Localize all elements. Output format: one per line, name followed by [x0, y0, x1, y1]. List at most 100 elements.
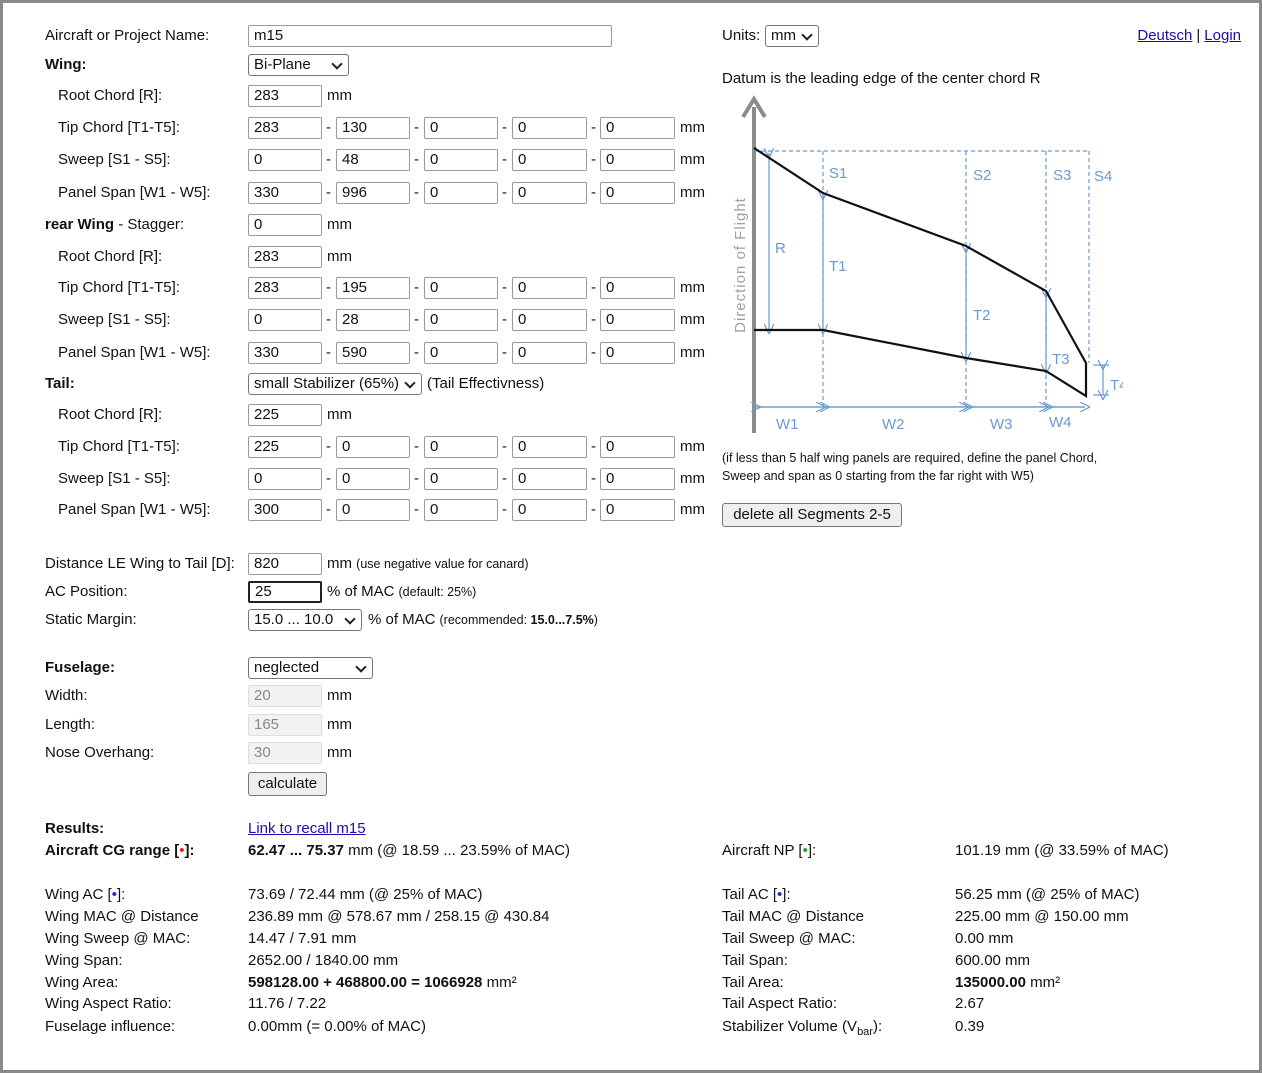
text: 15.0...7.5%	[530, 613, 594, 627]
value-input[interactable]: 330	[248, 182, 322, 204]
ac-input[interactable]: 25	[248, 581, 322, 603]
value-input[interactable]: 225	[248, 404, 322, 426]
value-input[interactable]: 195	[336, 277, 410, 299]
value-input[interactable]: 0	[600, 499, 675, 521]
tail-type-select[interactable]: small Stabilizer (65%)	[248, 373, 422, 395]
result-value: 225.00 mm @ 150.00 mm	[955, 906, 1129, 928]
value-input[interactable]: 300	[248, 499, 322, 521]
value-input[interactable]: 996	[336, 182, 410, 204]
calculate-button[interactable]: calculate	[248, 772, 327, 796]
tail-note: (Tail Effectivness)	[427, 375, 545, 392]
value-input[interactable]: 0	[600, 182, 675, 204]
flight-arrow-head	[741, 95, 767, 119]
value-input[interactable]: 0	[600, 117, 675, 139]
value-input[interactable]: 0	[512, 436, 587, 458]
value-input[interactable]: 0	[512, 468, 587, 490]
result-value: 600.00 mm	[955, 950, 1030, 972]
separator: -	[591, 151, 596, 168]
static-margin-select[interactable]: 15.0 ... 10.0	[248, 609, 362, 631]
name-label: Aircraft or Project Name:	[45, 27, 210, 44]
row-label: Tip Chord [T1-T5]:	[58, 279, 180, 296]
value-input[interactable]: 330	[248, 342, 322, 364]
link-login[interactable]: Login	[1204, 27, 1241, 44]
label-t3: T3	[1052, 351, 1070, 368]
link-deutsch[interactable]: Deutsch	[1137, 27, 1193, 44]
value-input[interactable]: 0	[336, 468, 410, 490]
recall-link[interactable]: Link to recall m15	[248, 820, 366, 837]
top-links: Deutsch | Login	[1137, 25, 1241, 47]
text: •	[777, 886, 783, 903]
text: Tail AC [	[722, 886, 778, 903]
text: 236.89 mm @ 578.67 mm / 258.15 @ 430.84	[248, 908, 550, 925]
separator: -	[502, 438, 507, 455]
result-label: Aircraft CG range [•]:	[45, 840, 194, 862]
value-input[interactable]: 0	[424, 436, 498, 458]
separator: -	[591, 438, 596, 455]
text: Tail Sweep @ MAC:	[722, 930, 856, 947]
value-input[interactable]: 0	[512, 342, 587, 364]
unit: mm	[680, 184, 705, 201]
value-input[interactable]: 0	[512, 277, 587, 299]
value-input[interactable]: 0	[336, 499, 410, 521]
value-input[interactable]: 0	[600, 342, 675, 364]
label-s1: S1	[829, 165, 847, 182]
value-input[interactable]: 0	[424, 117, 498, 139]
value-input[interactable]: 0	[248, 149, 322, 171]
row-label: Tip Chord [T1-T5]:	[58, 119, 180, 136]
separator: -	[591, 184, 596, 201]
units-select[interactable]: mm	[765, 25, 819, 47]
text: 2.67	[955, 995, 985, 1012]
value-input[interactable]: 0	[424, 499, 498, 521]
value-input[interactable]: 0	[600, 436, 675, 458]
value-input[interactable]: 0	[424, 182, 498, 204]
value-input[interactable]: 225	[248, 436, 322, 458]
text: ]:	[782, 886, 791, 903]
value-input[interactable]: 0	[600, 309, 675, 331]
result-label: Tail Aspect Ratio:	[722, 993, 837, 1015]
value-input[interactable]: 0	[512, 117, 587, 139]
text: )	[593, 613, 598, 627]
fuselage-row-label: Width:	[45, 687, 88, 704]
value-input[interactable]: 0	[600, 277, 675, 299]
value-input[interactable]: 28	[336, 309, 410, 331]
row-label: Root Chord [R]:	[58, 406, 163, 423]
fuselage-select[interactable]: neglected	[248, 657, 373, 679]
rear-wing-label: rear Wing - Stagger:	[45, 214, 184, 236]
text: Tail Span:	[722, 952, 788, 969]
value-input[interactable]: 0	[600, 468, 675, 490]
distance-input[interactable]: 820	[248, 553, 322, 575]
value-input[interactable]: 0	[424, 277, 498, 299]
separator: -	[326, 501, 331, 518]
value-input[interactable]: 0	[512, 499, 587, 521]
value-input[interactable]: 0	[512, 182, 587, 204]
value-input[interactable]: 283	[248, 85, 322, 107]
result-label: Wing AC [•]:	[45, 884, 125, 906]
separator: -	[591, 344, 596, 361]
value-input[interactable]: 0	[248, 309, 322, 331]
stagger-input[interactable]: 0	[248, 214, 322, 236]
value-input[interactable]: 0	[512, 149, 587, 171]
value-input[interactable]: 0	[600, 149, 675, 171]
delete-segments-button[interactable]: delete all Segments 2-5	[722, 503, 902, 527]
value-input[interactable]: 130	[336, 117, 410, 139]
row-label: Tip Chord [T1-T5]:	[58, 438, 180, 455]
wing-type-select[interactable]: Bi-Plane	[248, 54, 349, 76]
value-input[interactable]: 283	[248, 246, 322, 268]
value-input[interactable]: 0	[248, 468, 322, 490]
name-input[interactable]: m15	[248, 25, 612, 47]
value-input[interactable]: 0	[512, 309, 587, 331]
value-input[interactable]: 590	[336, 342, 410, 364]
value-input[interactable]: 48	[336, 149, 410, 171]
unit: mm	[680, 311, 705, 328]
separator: -	[326, 311, 331, 328]
value-input[interactable]: 283	[248, 117, 322, 139]
value-input[interactable]: 0	[336, 436, 410, 458]
value-input[interactable]: 0	[424, 309, 498, 331]
value-input[interactable]: 0	[424, 342, 498, 364]
value-input[interactable]: 0	[424, 468, 498, 490]
value-input[interactable]: 283	[248, 277, 322, 299]
text: 600.00 mm	[955, 952, 1031, 969]
fuselage-row-label: Nose Overhang:	[45, 744, 155, 761]
value-input[interactable]: 0	[424, 149, 498, 171]
text: 14.47 / 7.91 mm	[248, 930, 357, 947]
